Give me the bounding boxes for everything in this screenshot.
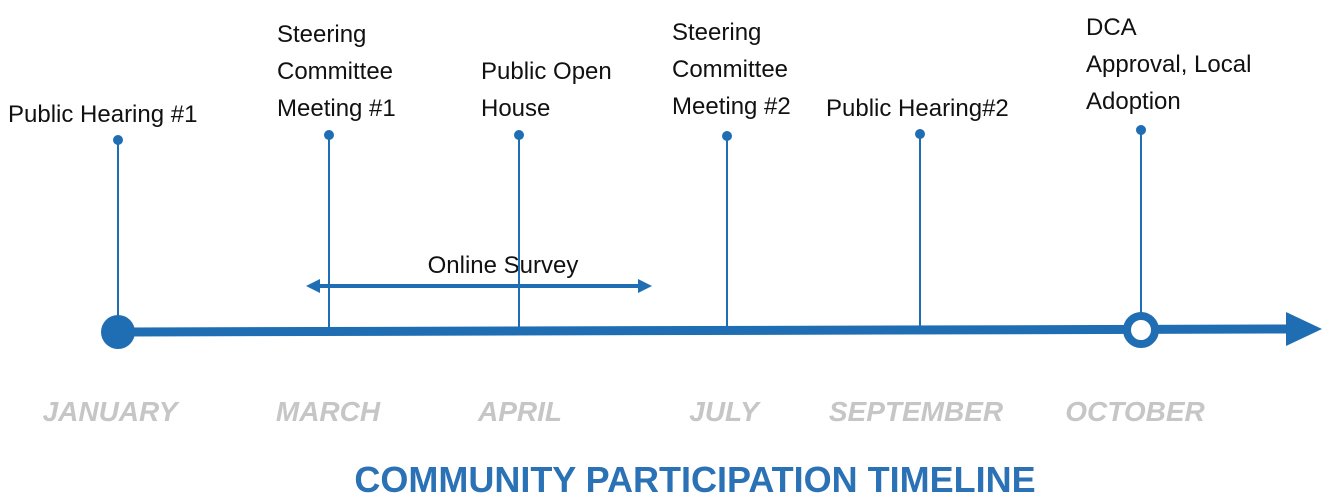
event-label: Committee [672, 56, 788, 83]
event-dot [113, 135, 123, 145]
event-label: Approval, Local [1086, 51, 1251, 78]
survey-arrow [306, 279, 652, 293]
event-label: DCA [1086, 14, 1137, 41]
title: COMMUNITY PARTICIPATION TIMELINE [354, 459, 1035, 496]
month-label: MARCH [276, 396, 381, 427]
event-label: Public Hearing #1 [8, 101, 197, 128]
event-label: Public Hearing#2 [826, 95, 1009, 122]
month-label: APRIL [477, 396, 562, 427]
event-dot [722, 131, 732, 141]
event-dot [514, 130, 524, 140]
event-label: Steering [277, 21, 366, 48]
survey-label: Online Survey [428, 252, 579, 279]
month-label: JANUARY [43, 396, 180, 427]
event-label: Adoption [1086, 88, 1181, 115]
event-dot [324, 130, 334, 140]
event-label: Committee [277, 58, 393, 85]
main-axis [101, 312, 1322, 349]
event-dot [915, 129, 925, 139]
event-label: Meeting #1 [277, 95, 396, 122]
event-label: Public Open [481, 58, 612, 85]
end-marker [1123, 312, 1159, 348]
month-label: JULY [689, 396, 761, 427]
event-label: House [481, 95, 550, 122]
event-label: Steering [672, 19, 761, 46]
month-label: OCTOBER [1065, 396, 1205, 427]
event-label: Meeting #2 [672, 93, 791, 120]
month-label: SEPTEMBER [829, 396, 1004, 427]
event-dot [1136, 125, 1146, 135]
